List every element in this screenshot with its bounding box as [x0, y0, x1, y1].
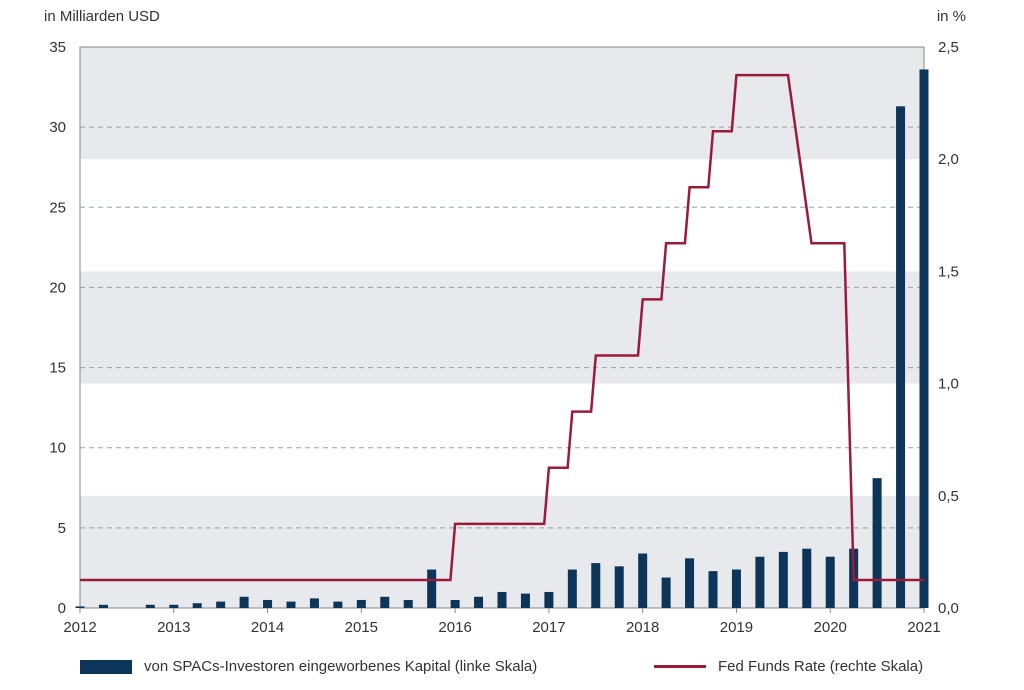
right-axis-label: in %: [936, 8, 966, 25]
y-left-tick-label: 20: [49, 279, 66, 296]
bar: [708, 571, 718, 608]
bar: [263, 599, 273, 608]
y-right-tick-label: 0,0: [938, 600, 959, 617]
legend-swatch-bars: [80, 659, 132, 674]
y-left-tick-label: 10: [49, 440, 66, 457]
legend-label-bars: von SPACs-Investoren eingeworbenes Kapit…: [144, 658, 538, 675]
legend-label-line: Fed Funds Rate (rechte Skala): [718, 658, 924, 675]
y-right-tick-label: 2,0: [938, 151, 959, 168]
bar: [427, 569, 437, 608]
left-axis-label: in Milliarden USD: [44, 8, 160, 25]
bar: [685, 558, 695, 608]
y-right-tick-label: 2,5: [938, 39, 959, 56]
bar: [286, 601, 296, 608]
bar: [333, 601, 343, 608]
bar: [567, 569, 577, 608]
bar: [778, 551, 788, 608]
bar: [403, 599, 413, 608]
y-left-tick-label: 35: [49, 39, 66, 56]
y-left-tick-label: 5: [58, 520, 66, 537]
x-tick-label: 2013: [157, 619, 190, 636]
y-left-tick-label: 30: [49, 119, 66, 136]
bar: [192, 603, 202, 608]
bar: [497, 591, 507, 608]
x-tick-label: 2016: [438, 619, 471, 636]
bar: [145, 604, 155, 608]
bar: [75, 606, 85, 608]
x-tick-label: 2015: [345, 619, 378, 636]
fed-funds-line: [80, 73, 924, 582]
bar: [755, 556, 765, 608]
x-tick-label: 2021: [907, 619, 940, 636]
y-left-tick-label: 15: [49, 360, 66, 377]
bar: [802, 548, 812, 608]
background-band: [80, 271, 924, 384]
x-tick-label: 2020: [814, 619, 847, 636]
bar: [450, 599, 460, 608]
x-tick-label: 2018: [626, 619, 659, 636]
x-tick-label: 2014: [251, 619, 284, 636]
y-right-tick-label: 0,5: [938, 488, 959, 505]
bar: [169, 604, 179, 608]
bar: [309, 598, 319, 608]
bar: [896, 106, 906, 608]
x-tick-label: 2017: [532, 619, 565, 636]
legend-item-bars: von SPACs-Investoren eingeworbenes Kapit…: [80, 658, 537, 675]
bar: [544, 591, 554, 608]
y-right-tick-label: 1,5: [938, 263, 959, 280]
bar: [614, 566, 624, 608]
x-tick-label: 2019: [720, 619, 753, 636]
bar: [520, 593, 530, 608]
bar: [591, 563, 601, 608]
bar: [638, 553, 648, 608]
bar: [239, 596, 249, 608]
y-left-tick-label: 25: [49, 199, 66, 216]
bar: [356, 599, 366, 608]
background-band: [80, 47, 924, 160]
y-left-tick-label: 0: [58, 600, 66, 617]
bar: [872, 478, 882, 608]
legend-item-line: Fed Funds Rate (rechte Skala): [654, 658, 923, 675]
bar: [216, 601, 226, 608]
legend-swatch-line: [654, 665, 706, 668]
bar: [474, 596, 484, 608]
y-right-tick-label: 1,0: [938, 376, 959, 393]
background-band: [80, 495, 924, 608]
bar: [731, 569, 741, 608]
bar: [661, 577, 671, 608]
bar: [98, 604, 108, 608]
bar: [380, 596, 390, 608]
bar: [825, 556, 835, 608]
bar: [919, 69, 929, 608]
x-tick-label: 2012: [63, 619, 96, 636]
